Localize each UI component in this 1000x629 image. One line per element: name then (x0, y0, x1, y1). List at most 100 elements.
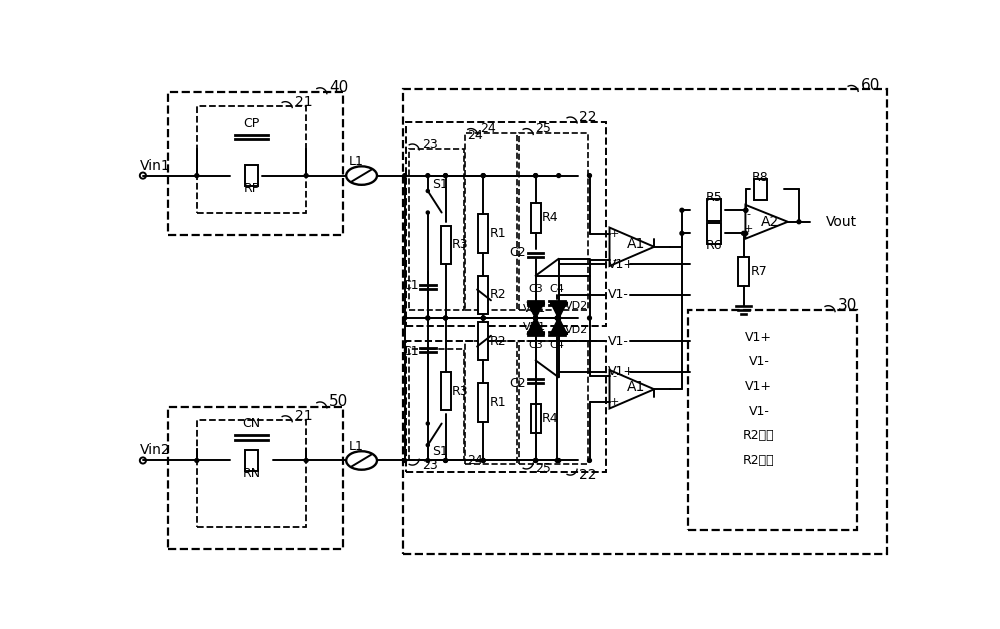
Circle shape (304, 459, 308, 462)
Circle shape (426, 443, 429, 447)
Text: -: - (612, 255, 616, 265)
Text: A2: A2 (761, 214, 780, 229)
Circle shape (534, 174, 538, 177)
Text: R7: R7 (751, 265, 768, 278)
Circle shape (444, 459, 447, 462)
Text: 23: 23 (422, 138, 437, 150)
Bar (478, 384, 488, 422)
Circle shape (444, 174, 447, 177)
Text: R1: R1 (489, 227, 506, 240)
Circle shape (481, 459, 485, 462)
Circle shape (744, 208, 748, 212)
Text: C2: C2 (510, 246, 526, 259)
Text: VD1: VD1 (522, 322, 546, 332)
Circle shape (426, 422, 429, 425)
Circle shape (481, 174, 485, 177)
Bar (738, 257, 749, 286)
Circle shape (444, 459, 447, 462)
Text: A1: A1 (627, 380, 645, 394)
Circle shape (534, 459, 538, 462)
Circle shape (588, 316, 591, 320)
Circle shape (534, 459, 538, 462)
Text: R8: R8 (752, 170, 769, 184)
Bar (168, 406, 343, 549)
Text: RP: RP (243, 182, 260, 195)
Text: 30: 30 (837, 298, 857, 313)
Bar (197, 106, 306, 213)
Bar (406, 121, 606, 326)
Text: Vout: Vout (826, 214, 857, 229)
Text: C1: C1 (402, 279, 419, 292)
Polygon shape (551, 303, 566, 318)
Circle shape (557, 174, 561, 177)
Circle shape (588, 459, 591, 462)
Text: C3: C3 (528, 284, 543, 294)
Circle shape (797, 220, 801, 224)
Bar (441, 226, 451, 264)
Text: VD1: VD1 (522, 304, 546, 314)
Bar (531, 203, 541, 233)
Text: Vin1: Vin1 (140, 159, 171, 172)
Circle shape (534, 459, 538, 462)
Circle shape (444, 316, 447, 320)
Text: CN: CN (242, 417, 261, 430)
Text: +: + (744, 225, 754, 235)
Text: VD2: VD2 (565, 325, 588, 335)
Text: RN: RN (242, 467, 261, 480)
Text: V1+: V1+ (745, 380, 772, 393)
Bar (465, 133, 517, 310)
Circle shape (680, 208, 684, 212)
Text: R2: R2 (489, 335, 506, 348)
Circle shape (403, 459, 407, 462)
Text: V1-: V1- (608, 289, 629, 301)
Text: R6: R6 (706, 239, 723, 252)
Text: -: - (612, 371, 616, 381)
Circle shape (555, 316, 559, 320)
Text: 21: 21 (295, 94, 312, 109)
Circle shape (742, 231, 745, 235)
Bar (245, 450, 258, 471)
Text: 40: 40 (329, 81, 348, 96)
Text: 24: 24 (480, 122, 496, 135)
Text: 50: 50 (329, 394, 348, 409)
Bar (441, 372, 451, 411)
Text: C4: C4 (550, 284, 565, 294)
Circle shape (481, 174, 485, 177)
Circle shape (444, 316, 447, 320)
Text: 24: 24 (467, 454, 483, 467)
Circle shape (426, 174, 430, 177)
Text: 23: 23 (422, 459, 437, 472)
Bar (478, 322, 488, 360)
Bar (688, 310, 857, 530)
Text: R4: R4 (542, 211, 558, 225)
Circle shape (555, 459, 559, 462)
Circle shape (557, 459, 561, 462)
Circle shape (744, 231, 748, 235)
Text: V1-: V1- (748, 355, 769, 369)
Bar (519, 341, 588, 464)
Bar (465, 341, 517, 464)
Circle shape (403, 316, 407, 320)
Circle shape (680, 231, 684, 235)
Text: +: + (609, 398, 619, 408)
Circle shape (557, 316, 561, 320)
Circle shape (534, 316, 538, 320)
Circle shape (426, 459, 430, 462)
Circle shape (534, 316, 538, 320)
Bar (519, 133, 588, 310)
Bar (406, 341, 606, 472)
Bar (197, 420, 306, 526)
Text: 25: 25 (536, 462, 551, 476)
Circle shape (481, 316, 485, 320)
Bar (754, 179, 767, 200)
Bar (409, 349, 464, 460)
Bar (531, 403, 541, 433)
Circle shape (426, 316, 430, 320)
Circle shape (195, 174, 199, 177)
Text: CP: CP (243, 117, 260, 130)
Text: R5: R5 (706, 191, 723, 204)
Bar (409, 148, 464, 310)
Circle shape (426, 211, 429, 214)
Polygon shape (551, 318, 566, 333)
Text: 22: 22 (579, 468, 597, 482)
